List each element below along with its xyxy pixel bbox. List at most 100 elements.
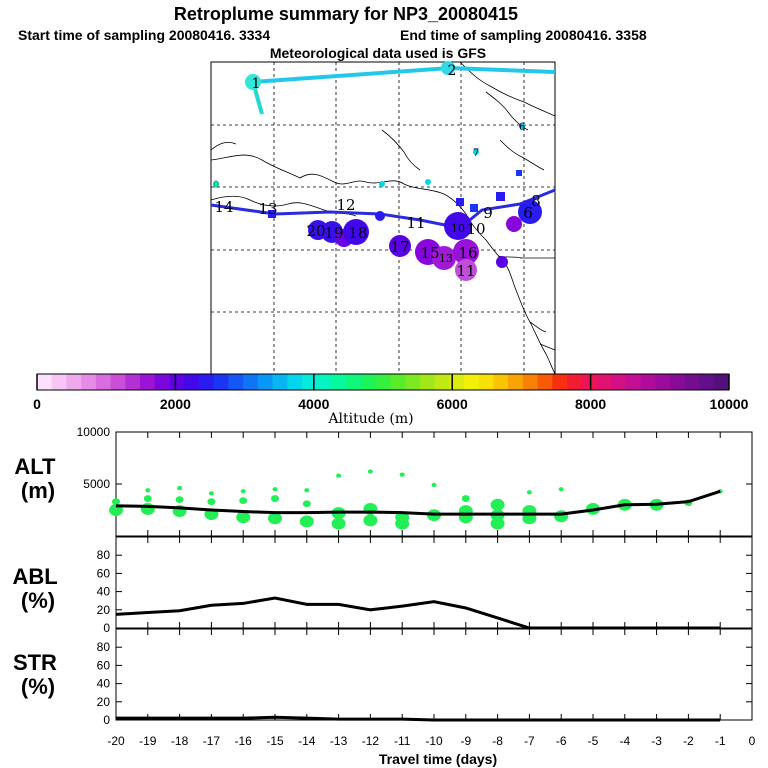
colorbar-cell — [375, 374, 391, 390]
alt-scatter-point — [363, 514, 378, 527]
colorbar-cell — [140, 374, 156, 390]
colorbar-cell — [287, 374, 303, 390]
colorbar-cell — [95, 374, 112, 390]
colorbar-cell — [302, 374, 318, 390]
colorbar-cell — [198, 374, 215, 390]
alt-scatter-point — [367, 469, 373, 474]
colorbar-cell — [537, 374, 553, 390]
colorbar-cell — [228, 374, 244, 390]
x-tick-labels: -20 -19 -18 -17 -16 -15 -14 -13 -12 -11 -10 -9 -8 -7-… — [107, 734, 755, 748]
small-dot — [213, 181, 219, 187]
abl-label-line2: (%) — [21, 588, 55, 613]
colorbar-cell — [331, 374, 347, 390]
cluster-marker — [506, 216, 522, 232]
cluster-label: 11 — [456, 262, 475, 280]
x-tick-label: -9 — [460, 734, 471, 748]
cluster-label: 17 — [390, 238, 409, 256]
lower-track-line — [210, 188, 556, 230]
cluster-label: 13 — [439, 252, 453, 265]
alt-scatter-point — [526, 490, 532, 495]
colorbar-cell — [478, 374, 494, 390]
end-time-text: End time of sampling 20080416. 3358 — [400, 27, 647, 43]
colorbar-cell — [684, 374, 701, 390]
alt-scatter-point — [431, 482, 437, 488]
lower-track-label: 12 — [336, 196, 355, 214]
cluster-marker — [453, 239, 479, 265]
cluster-marker — [389, 235, 411, 257]
colorbar-cell — [37, 374, 53, 390]
x-tick-label: -19 — [139, 734, 157, 748]
lower-track-marker — [470, 204, 478, 212]
colorbar-label: Altitude (m) — [327, 411, 413, 427]
str-series-line — [116, 715, 721, 722]
abl-ytick-label: 40 — [97, 585, 111, 599]
cluster-label: 6 — [519, 122, 525, 133]
colorbar-cells — [37, 374, 730, 390]
abl-ytick-label: 60 — [97, 566, 111, 580]
colorbar-cell — [699, 374, 715, 390]
x-tick-label: -20 — [107, 734, 125, 748]
colorbar-tick-label: 2000 — [160, 396, 191, 412]
str-ytick-label: 40 — [97, 677, 111, 691]
colorbar-tick-label: 10000 — [710, 396, 749, 412]
alt-scatter-point — [208, 491, 214, 496]
cluster-label: 18 — [348, 224, 367, 242]
lower-track-marker — [375, 211, 385, 221]
lower-track-label: 11 — [406, 214, 425, 232]
altitude-colorbar: 0 2000 4000 6000 8000 10000 Altitude (m) — [33, 373, 749, 427]
colorbar-cell — [184, 374, 200, 390]
cluster-label: 7 — [473, 148, 479, 159]
lower-track-label: 8 — [531, 192, 541, 210]
str-panel-label: STR (%) — [13, 650, 63, 699]
cluster-marker — [496, 256, 508, 268]
colorbar-cell — [625, 374, 642, 390]
colorbar-cell — [714, 374, 730, 390]
colorbar-tick-label: 0 — [33, 396, 41, 412]
str-ytick-label: 80 — [97, 640, 111, 654]
alt-scatter-point — [331, 517, 346, 530]
str-label-line1: STR — [13, 650, 57, 675]
upper-track-label-1: 1 — [252, 76, 261, 92]
lower-track-marker — [496, 192, 505, 201]
x-tick-label: 0 — [749, 734, 756, 748]
colorbar-cell — [66, 374, 82, 390]
abl-series-line — [115, 596, 721, 630]
x-tick-label: -14 — [298, 734, 316, 748]
colorbar-cell — [51, 374, 67, 390]
colorbar-cell — [316, 374, 332, 390]
x-tick-label: -5 — [588, 734, 599, 748]
abl-panel-label: ABL (%) — [13, 564, 64, 613]
abl-frame — [115, 536, 753, 629]
colorbar-tick-label: 4000 — [298, 396, 329, 412]
alt-scatter-point — [558, 487, 564, 492]
x-tick-label: -2 — [683, 734, 694, 748]
alt-scatter-point — [145, 488, 151, 493]
str-frame — [115, 628, 753, 721]
alt-label-line2: (m) — [21, 478, 55, 503]
colorbar-cell — [360, 374, 377, 390]
colorbar-cell — [419, 374, 436, 390]
lower-track-markers — [268, 170, 542, 240]
colorbar-tick-label: 6000 — [437, 396, 468, 412]
x-tick-label: -8 — [492, 734, 503, 748]
abl-ytick-label: 20 — [97, 603, 111, 617]
small-dot — [473, 149, 479, 155]
alt-scatter-point — [399, 472, 405, 477]
alt-ytick-label: 10000 — [77, 425, 111, 439]
cluster-marker — [432, 246, 456, 270]
alt-ytick-label: 5000 — [83, 477, 110, 491]
alt-panel: 5000 10000 — [77, 425, 753, 537]
alt-scatter-point — [112, 498, 120, 506]
colorbar-cell — [110, 374, 126, 390]
alt-scatter-point — [490, 517, 505, 530]
alt-scatter-point — [490, 498, 505, 511]
lower-track-label: 9 — [483, 204, 493, 222]
alt-scatter-point — [207, 498, 216, 506]
alt-scatter-point — [304, 488, 310, 493]
x-tick-label: -7 — [524, 734, 535, 748]
small-dots — [213, 123, 525, 187]
x-tick-label: -18 — [171, 734, 189, 748]
alt-scatter-point — [395, 511, 410, 524]
